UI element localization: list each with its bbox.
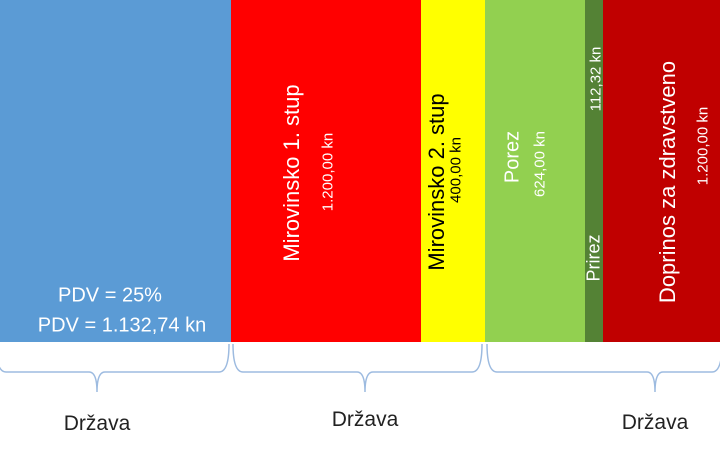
value-label-prirez: 112,32 kn — [587, 46, 605, 112]
value-label-mirovinsko-2-stup: 400,00 kn — [447, 137, 465, 203]
segment-label-doprinos-za-zdravstveno: Doprinos za zdravstveno — [655, 60, 680, 304]
segment-label-mirovinsko-1-stup: Mirovinsko 1. stup — [279, 84, 304, 262]
group-braces — [0, 343, 720, 393]
segment-porez — [485, 0, 585, 342]
segment-pdv — [0, 0, 231, 342]
segment-mirovinsko-2-stup — [421, 0, 485, 342]
value-label-mirovinsko-1-stup: 1.200,00 kn — [319, 132, 337, 212]
pdv-rate-label: PDV = 25% — [58, 284, 162, 307]
segment-label-mirovinsko-2-stup: Mirovinsko 2. stup — [424, 93, 449, 271]
segment-label-prirez: Prirez — [583, 234, 604, 282]
segment-prirez — [585, 0, 603, 342]
brace-group-1 — [0, 343, 230, 393]
brace-group-3 — [486, 343, 720, 393]
value-label-doprinos-za-zdravstveno: 1.200,00 kn — [694, 106, 712, 186]
group-label-1: Država — [63, 412, 131, 435]
pdv-amount-label: PDV = 1.132,74 kn — [37, 314, 207, 337]
group-label-3: Država — [621, 411, 689, 434]
segment-mirovinsko-1-stup — [231, 0, 421, 342]
group-label-2: Država — [331, 408, 399, 431]
segment-doprinos-za-zdravstveno — [603, 0, 720, 342]
stacked-bar-chart: PDV = 25% PDV = 1.132,74 kn Mirovinsko 1. … — [0, 0, 720, 342]
segment-label-porez: Porez — [501, 130, 524, 184]
value-label-porez: 624,00 kn — [531, 131, 549, 197]
brace-group-2 — [232, 343, 483, 393]
